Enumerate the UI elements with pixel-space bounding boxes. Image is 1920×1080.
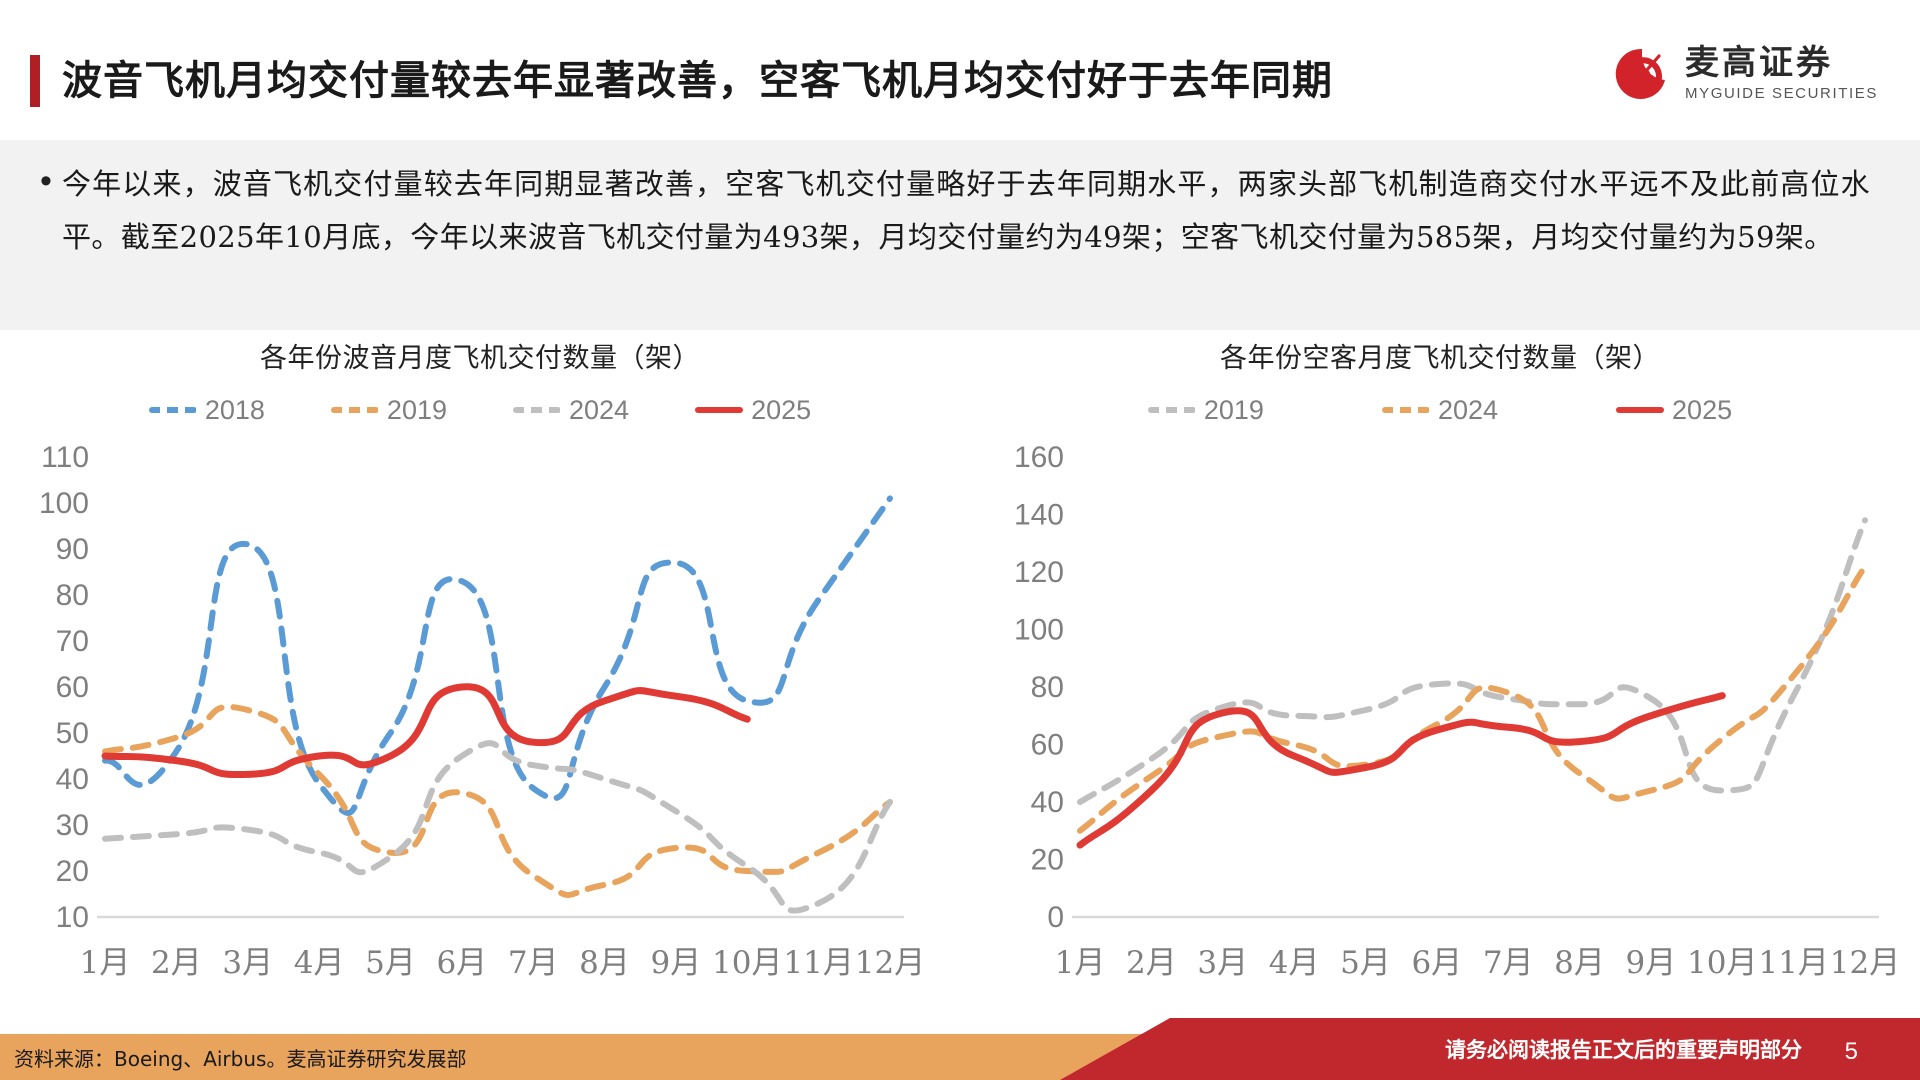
- legend-swatch-2024: [1381, 407, 1430, 413]
- svg-text:9月: 9月: [651, 945, 702, 981]
- svg-text:110: 110: [41, 441, 89, 474]
- svg-text:11月: 11月: [783, 945, 853, 981]
- legend-item[interactable]: 2018: [148, 394, 265, 426]
- legend-item[interactable]: 2025: [1616, 395, 1732, 426]
- plot-svg-boeing: 110 100 90 80 70 60 50 40 30 20 10 1月 2月 3月 4月 5月 6月 7月 8月…: [39, 441, 925, 981]
- logo-name-en: MYGUIDE SECURITIES: [1685, 84, 1878, 102]
- svg-text:10: 10: [56, 901, 89, 934]
- svg-text:10月: 10月: [712, 945, 782, 981]
- svg-text:140: 140: [1014, 499, 1064, 532]
- chart-title-airbus: 各年份空客月度飞机交付数量（架）: [1220, 343, 1660, 374]
- svg-text:10月: 10月: [1687, 945, 1757, 981]
- legend-item[interactable]: 2024: [513, 395, 629, 426]
- legend-swatch-2019: [330, 407, 379, 413]
- legend-swatch-2019: [1147, 407, 1196, 413]
- page-title: 波音飞机月均交付量较去年显著改善，空客飞机月均交付好于去年同期: [62, 57, 1333, 104]
- svg-text:4月: 4月: [294, 945, 345, 981]
- svg-text:100: 100: [39, 487, 89, 520]
- svg-text:12月: 12月: [1830, 945, 1900, 981]
- svg-text:7月: 7月: [1483, 945, 1534, 981]
- chart-legend-boeing: 2018 2019 2024 2025: [0, 393, 960, 427]
- legend-swatch-2024: [513, 407, 561, 413]
- svg-text:6月: 6月: [1411, 945, 1462, 981]
- legend-label: 2018: [204, 394, 265, 425]
- brand-logo: 麦高证券 MYGUIDE SECURITIES: [1613, 45, 1878, 103]
- legend-item[interactable]: 2025: [695, 395, 811, 426]
- svg-text:3月: 3月: [1197, 945, 1248, 981]
- svg-text:60: 60: [1031, 729, 1064, 762]
- svg-text:4月: 4月: [1269, 945, 1320, 981]
- footer-disclaimer-bar: [1060, 1018, 1920, 1080]
- footer-disclaimer-text: 请务必阅读报告正文后的重要声明部分: [1445, 1038, 1802, 1062]
- svg-text:1月: 1月: [80, 945, 131, 981]
- chart-legend-airbus: 2019 2024 2025: [960, 393, 1920, 427]
- legend-swatch-2018: [148, 407, 197, 413]
- svg-text:90: 90: [56, 533, 89, 566]
- svg-text:50: 50: [56, 717, 89, 750]
- svg-text:3月: 3月: [222, 945, 273, 981]
- svg-text:80: 80: [56, 579, 89, 612]
- svg-text:20: 20: [56, 855, 89, 888]
- svg-text:2月: 2月: [151, 945, 202, 981]
- chart-panel-airbus: 各年份空客月度飞机交付数量（架） 2019 2024 2025 160 140 12…: [960, 330, 1920, 1030]
- chart-panel-boeing: 各年份波音月度飞机交付数量（架） 2018 2019 2024 2025 110…: [0, 330, 960, 1030]
- plot-area-boeing: 110 100 90 80 70 60 50 40 30 20 10 1月 2月 3月 4月 5月 6月 7月 8月…: [0, 427, 960, 1027]
- chart-title-boeing: 各年份波音月度飞机交付数量（架）: [260, 343, 700, 374]
- slide-header: 波音飞机月均交付量较去年显著改善，空客飞机月均交付好于去年同期 麦高证券 MYG…: [0, 0, 1920, 140]
- legend-label: 2019: [1203, 394, 1264, 425]
- svg-text:7月: 7月: [508, 945, 559, 981]
- logo-name-cn: 麦高证券: [1685, 43, 1833, 84]
- svg-text:20: 20: [1031, 844, 1064, 877]
- footer-source-text: 资料来源：Boeing、Airbus。麦高证券研究发展部: [14, 1047, 467, 1071]
- legend-label: 2024: [1437, 394, 1499, 425]
- svg-text:5月: 5月: [1340, 945, 1391, 981]
- legend-item[interactable]: 2019: [1147, 394, 1264, 426]
- legend-label: 2024: [569, 394, 630, 425]
- legend-item[interactable]: 2019: [330, 394, 447, 426]
- svg-text:9月: 9月: [1626, 945, 1677, 981]
- legend-swatch-2025: [1616, 407, 1665, 413]
- bullet-marker: •: [40, 162, 52, 200]
- legend-swatch-2025: [695, 407, 744, 413]
- title-accent-bar: [30, 55, 40, 107]
- svg-text:160: 160: [1014, 441, 1064, 474]
- legend-label: 2019: [386, 394, 447, 425]
- legend-label: 2025: [751, 394, 812, 425]
- svg-text:60: 60: [56, 671, 89, 704]
- slide-footer: 资料来源：Boeing、Airbus。麦高证券研究发展部 请务必阅读报告正文后的…: [0, 1018, 1920, 1080]
- svg-text:80: 80: [1031, 671, 1064, 704]
- svg-text:1月: 1月: [1055, 945, 1106, 981]
- svg-text:2月: 2月: [1126, 945, 1177, 981]
- svg-text:6月: 6月: [436, 945, 487, 981]
- svg-text:70: 70: [56, 625, 89, 658]
- svg-text:30: 30: [56, 809, 89, 842]
- summary-block: • 今年以来，波音飞机交付量较去年同期显著改善，空客飞机交付量略好于去年同期水平…: [0, 140, 1920, 330]
- legend-label: 2025: [1672, 394, 1733, 425]
- summary-paragraph: 今年以来，波音飞机交付量较去年同期显著改善，空客飞机交付量略好于去年同期水平，两…: [62, 167, 1870, 254]
- plot-svg-airbus: 160 140 120 100 80 60 40 20 0 1月 2月 3月 4月 5月 6月 7月 8月 9月 1…: [1014, 441, 1900, 981]
- svg-text:40: 40: [1031, 786, 1064, 819]
- svg-text:120: 120: [1014, 556, 1064, 589]
- svg-text:0: 0: [1047, 901, 1064, 934]
- footer-page-number: 5: [1844, 1038, 1858, 1065]
- myguide-logo-icon: [1613, 45, 1671, 103]
- svg-text:5月: 5月: [365, 945, 416, 981]
- plot-area-airbus: 160 140 120 100 80 60 40 20 0 1月 2月 3月 4月 5月 6月 7月 8月 9月 1…: [960, 427, 1920, 1027]
- svg-text:8月: 8月: [1554, 945, 1605, 981]
- svg-text:11月: 11月: [1758, 945, 1828, 981]
- svg-text:8月: 8月: [579, 945, 630, 981]
- svg-text:40: 40: [56, 763, 89, 796]
- svg-text:12月: 12月: [855, 945, 925, 981]
- legend-item[interactable]: 2024: [1381, 394, 1499, 426]
- svg-text:100: 100: [1014, 614, 1064, 647]
